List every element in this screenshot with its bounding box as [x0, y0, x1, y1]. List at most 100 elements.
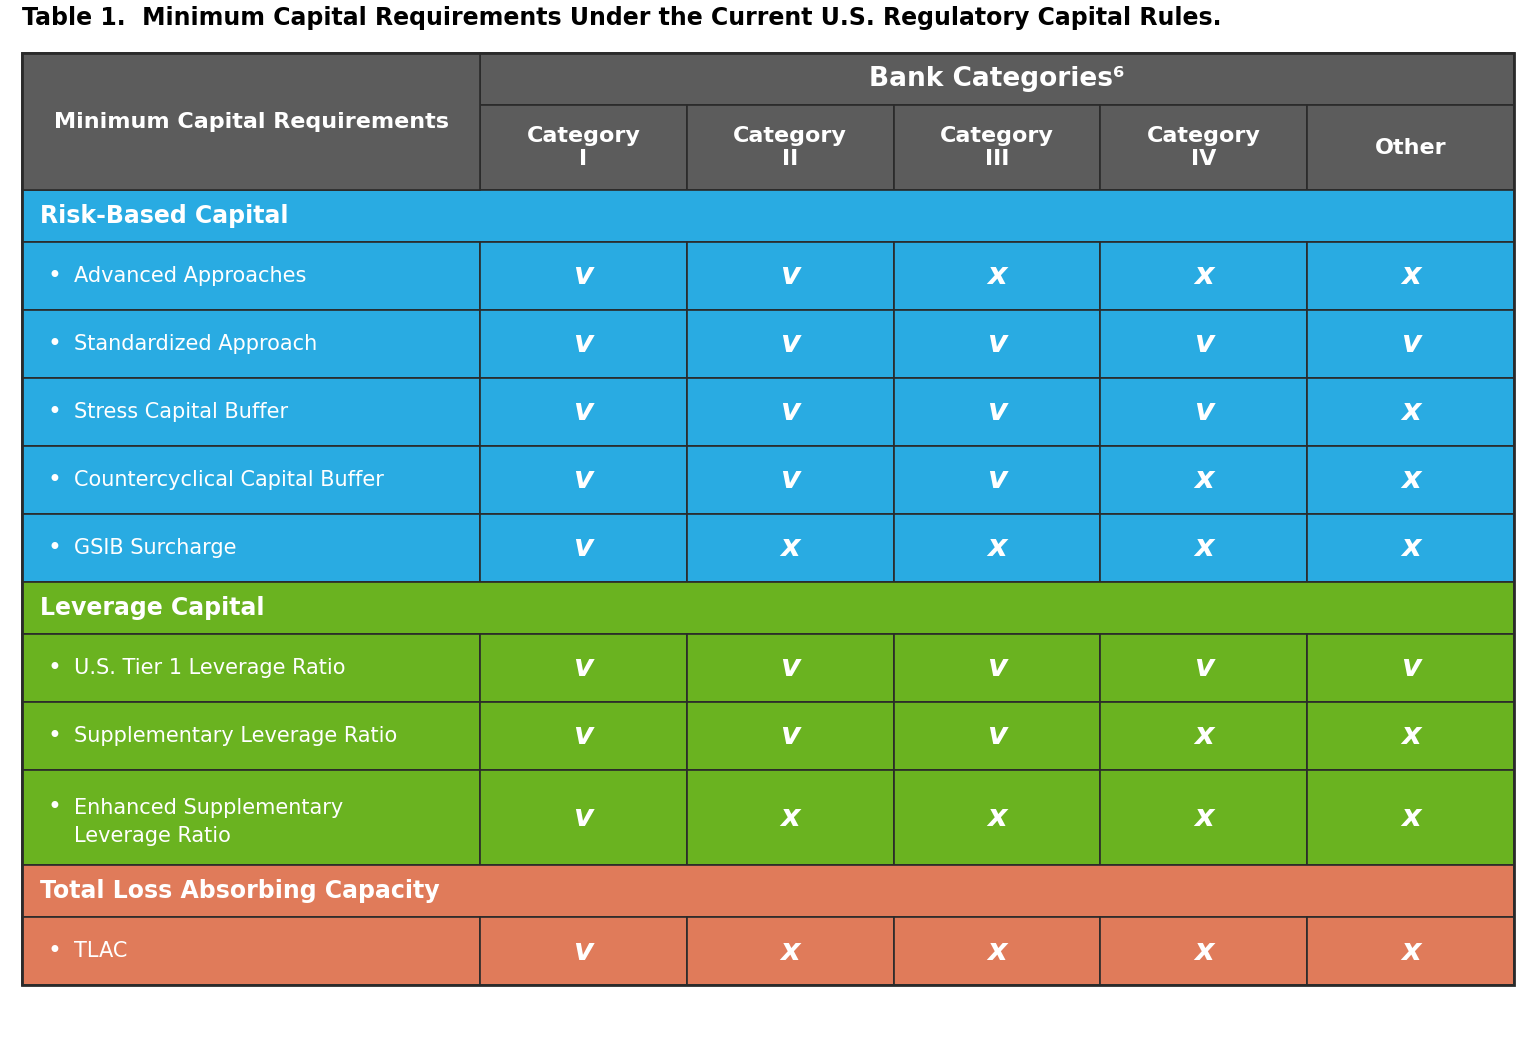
Bar [1100, 917, 1307, 985]
Text: Category
III: Category III [940, 126, 1054, 169]
Bar [22, 917, 479, 985]
Text: v: v [573, 466, 593, 494]
Text: v: v [573, 721, 593, 750]
Text: v: v [780, 654, 800, 682]
Bar [479, 770, 687, 865]
Text: Supplementary Leverage Ratio: Supplementary Leverage Ratio [74, 726, 398, 746]
Text: v: v [988, 654, 1008, 682]
Text: •: • [48, 536, 61, 560]
Bar [894, 770, 1100, 865]
Text: Standardized Approach: Standardized Approach [74, 334, 318, 354]
Text: •: • [48, 264, 61, 288]
Text: •: • [48, 724, 61, 748]
Bar [22, 634, 479, 702]
Text: Category
I: Category I [527, 126, 641, 169]
Text: x: x [780, 937, 800, 966]
Text: •: • [48, 656, 61, 680]
Text: Other: Other [1375, 138, 1447, 157]
Text: v: v [573, 398, 593, 427]
Text: v: v [573, 803, 593, 832]
Text: x: x [1401, 937, 1421, 966]
Bar [1307, 242, 1514, 310]
Bar [687, 446, 894, 514]
Text: x: x [780, 803, 800, 832]
Text: x: x [1193, 937, 1213, 966]
Bar [894, 242, 1100, 310]
Text: Minimum Capital Requirements: Minimum Capital Requirements [54, 111, 449, 132]
Text: x: x [988, 534, 1006, 562]
Bar [479, 378, 687, 446]
Text: GSIB Surcharge: GSIB Surcharge [74, 538, 237, 558]
Bar [687, 378, 894, 446]
Bar [22, 514, 479, 582]
Text: v: v [988, 330, 1008, 359]
Text: Total Loss Absorbing Capacity: Total Loss Absorbing Capacity [40, 879, 439, 903]
Text: x: x [1193, 466, 1213, 494]
Text: x: x [1401, 261, 1421, 291]
Bar [894, 378, 1100, 446]
Bar [479, 105, 687, 190]
Text: v: v [780, 721, 800, 750]
Text: v: v [573, 937, 593, 966]
Bar [1307, 310, 1514, 378]
Bar [687, 105, 894, 190]
Text: Leverage Ratio: Leverage Ratio [74, 825, 230, 846]
Bar [22, 702, 479, 770]
Bar [1100, 702, 1307, 770]
Bar [687, 310, 894, 378]
Bar [22, 770, 479, 865]
Bar [479, 310, 687, 378]
Bar [1307, 514, 1514, 582]
Bar [1307, 105, 1514, 190]
Text: x: x [1401, 803, 1421, 832]
Bar [22, 190, 1514, 242]
Text: Bank Categories⁶: Bank Categories⁶ [869, 66, 1124, 92]
Bar [687, 514, 894, 582]
Bar [1100, 310, 1307, 378]
Bar [894, 634, 1100, 702]
Text: Leverage Capital: Leverage Capital [40, 596, 264, 620]
Bar [22, 310, 479, 378]
Bar [687, 634, 894, 702]
Text: x: x [1401, 534, 1421, 562]
Text: v: v [573, 261, 593, 291]
Bar [687, 702, 894, 770]
Bar [1100, 514, 1307, 582]
Text: x: x [1193, 803, 1213, 832]
Text: v: v [780, 330, 800, 359]
Text: x: x [1193, 534, 1213, 562]
Text: v: v [780, 398, 800, 427]
Bar [479, 917, 687, 985]
Text: Risk-Based Capital: Risk-Based Capital [40, 204, 289, 228]
Text: x: x [1401, 398, 1421, 427]
Text: v: v [988, 466, 1008, 494]
Bar [894, 917, 1100, 985]
Text: v: v [573, 330, 593, 359]
Bar [894, 514, 1100, 582]
Text: x: x [988, 261, 1006, 291]
Bar [1307, 378, 1514, 446]
Bar [22, 378, 479, 446]
Text: v: v [780, 261, 800, 291]
Text: v: v [988, 721, 1008, 750]
Bar [1100, 770, 1307, 865]
Text: Enhanced Supplementary: Enhanced Supplementary [74, 798, 343, 817]
Text: v: v [780, 466, 800, 494]
Bar [479, 514, 687, 582]
Text: Countercyclical Capital Buffer: Countercyclical Capital Buffer [74, 470, 384, 490]
Text: x: x [1193, 721, 1213, 750]
Text: v: v [1401, 654, 1421, 682]
Bar [1100, 446, 1307, 514]
Text: •: • [48, 332, 61, 356]
Text: v: v [1193, 398, 1213, 427]
Bar [479, 702, 687, 770]
Text: Category
II: Category II [733, 126, 848, 169]
Text: x: x [988, 803, 1006, 832]
Bar [1100, 105, 1307, 190]
Bar [479, 53, 1514, 105]
Bar [1100, 242, 1307, 310]
Bar [1307, 446, 1514, 514]
Text: TLAC: TLAC [74, 941, 127, 961]
Bar [1100, 634, 1307, 702]
Text: x: x [780, 534, 800, 562]
